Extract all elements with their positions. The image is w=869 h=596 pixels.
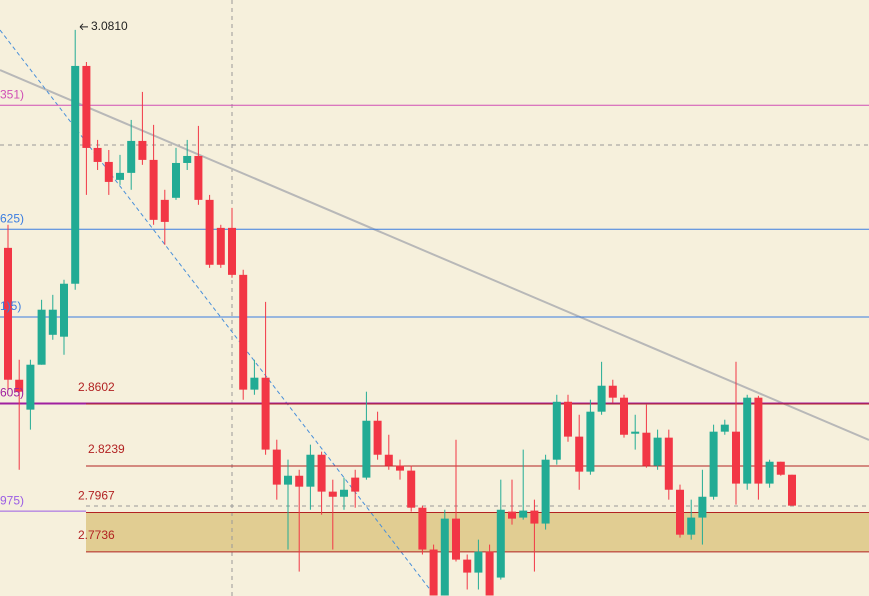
candle-body (250, 377, 259, 390)
candle-body (26, 364, 35, 410)
candle-body (743, 397, 752, 484)
candle-body (485, 551, 494, 596)
candle-body (228, 227, 236, 275)
candle-body (496, 509, 505, 578)
candle-body (15, 379, 24, 392)
candle-body (116, 172, 124, 180)
candle-body (474, 551, 483, 573)
candle-body (418, 507, 427, 550)
candle-body (642, 432, 651, 466)
zone-layer (86, 512, 869, 552)
annotation-arrow (79, 23, 88, 31)
candle-body (205, 199, 214, 265)
candle-body (754, 397, 763, 484)
candle-body (519, 510, 528, 518)
candle-body (48, 309, 57, 335)
zone (86, 512, 869, 552)
candle-body (676, 489, 684, 535)
candle-body (60, 283, 68, 337)
candle-body (284, 475, 292, 485)
candle-body (384, 454, 393, 466)
candle-body (620, 397, 628, 435)
candle-body (328, 491, 337, 497)
candle-body (530, 510, 539, 524)
candle-body (732, 431, 740, 484)
candle-body (452, 518, 460, 560)
candle-body (172, 162, 180, 198)
candle-body (720, 424, 729, 432)
edge-level-label: 1)5) (0, 299, 21, 313)
candle-body (373, 420, 382, 455)
candle-body (541, 459, 550, 524)
candle-body (340, 489, 348, 497)
candle-body (351, 477, 360, 492)
candle-body (149, 159, 158, 220)
candle-body (664, 437, 673, 490)
candle-body (788, 474, 796, 506)
candle-body (608, 385, 617, 398)
candle-body (295, 475, 304, 487)
candle-body (306, 454, 315, 487)
candle-body (261, 377, 270, 450)
candle-body (631, 431, 640, 434)
candle-body (239, 274, 248, 390)
candle-body (160, 199, 169, 222)
candle-body (709, 431, 718, 497)
candle-body (653, 437, 662, 466)
candle-body (71, 65, 80, 284)
candle-body (687, 517, 696, 535)
candle-body (138, 140, 147, 160)
candle-body (552, 401, 561, 460)
candle-body (82, 65, 91, 148)
candle-body (272, 449, 281, 485)
candle-body (104, 161, 113, 182)
candle-body (776, 461, 785, 475)
candle-body (508, 511, 516, 519)
candle-body (407, 470, 416, 508)
edge-level-label: 625) (0, 211, 24, 225)
candle-body (463, 559, 472, 573)
edge-level-label: 605) (0, 386, 24, 400)
level-label: 2.7736 (78, 528, 115, 542)
candle-body (216, 227, 225, 265)
candle-body (4, 247, 12, 380)
candle-body (37, 309, 46, 365)
candle-body (396, 465, 404, 471)
level-label: 2.8239 (88, 442, 125, 456)
candle-body (317, 454, 326, 492)
trend-line (0, 69, 869, 441)
level-label: 2.8602 (78, 380, 115, 394)
candle-body (183, 155, 192, 163)
annotation-label: 3.0810 (91, 19, 128, 33)
labels-layer: 351) 625) 1)5) 605) 975) 2.8602 2.8239 2.7967 2.… (0, 19, 128, 542)
candle-body (362, 420, 371, 478)
candle-body (127, 140, 136, 173)
candle-body (765, 461, 774, 484)
candle-body (93, 147, 102, 162)
candle-body (586, 411, 595, 472)
candle-body (194, 155, 203, 200)
candle-body (429, 549, 438, 596)
candle-body (575, 436, 584, 472)
edge-level-label: 975) (0, 493, 24, 507)
candle-body (564, 401, 572, 437)
candle-body (440, 518, 449, 596)
candle-body (698, 496, 707, 518)
level-label: 2.7967 (78, 489, 115, 503)
candles-layer (4, 29, 796, 596)
candle-body (597, 385, 606, 412)
edge-level-label: 351) (0, 87, 24, 101)
